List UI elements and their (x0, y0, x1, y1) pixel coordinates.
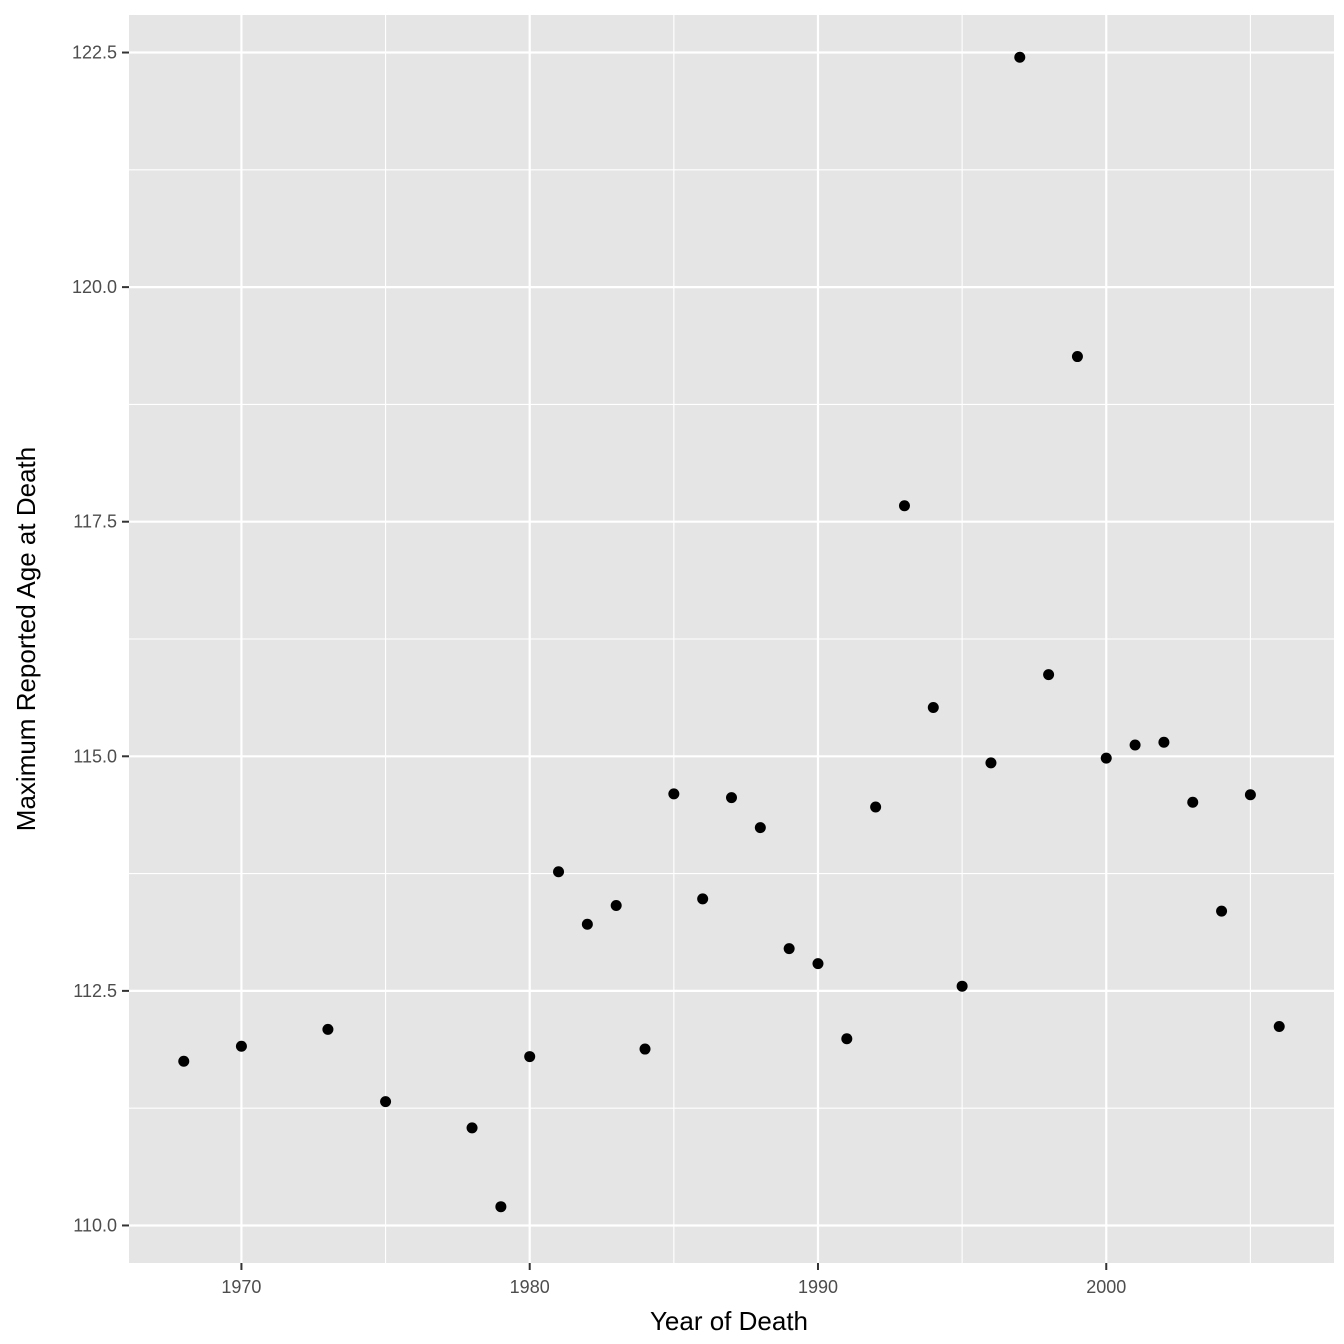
data-point (870, 801, 882, 813)
data-point (754, 822, 766, 834)
x-axis-title: Year of Death (650, 1306, 808, 1336)
data-point (898, 500, 910, 512)
data-point (726, 792, 737, 804)
data-point (1273, 1021, 1285, 1033)
data-point (610, 899, 622, 911)
data-point (553, 866, 565, 878)
y-axis: 110.0 112.5 115.0 117.5 120.0 122.5 (72, 43, 129, 1235)
data-point (524, 1051, 536, 1063)
data-point (235, 1040, 247, 1052)
y-tick-label: 117.5 (73, 512, 117, 532)
minor-gridlines (129, 15, 1334, 1263)
data-point (1158, 736, 1170, 748)
data-point (956, 980, 968, 992)
data-point (639, 1043, 651, 1055)
major-gridlines (129, 15, 1334, 1263)
data-point (466, 1122, 478, 1134)
data-point (927, 701, 939, 713)
data-point (1129, 739, 1141, 751)
x-tick-label: 1970 (221, 1277, 261, 1297)
data-point (1043, 669, 1055, 681)
data-point (1014, 51, 1026, 63)
data-point (812, 958, 824, 970)
data-point (1071, 351, 1083, 363)
data-point (1216, 905, 1228, 917)
data-point (841, 1033, 853, 1045)
data-point (985, 757, 997, 769)
data-point (1100, 752, 1112, 764)
data-point (380, 1096, 392, 1108)
data-point (783, 943, 795, 955)
data-point (1244, 789, 1256, 801)
x-tick-label: 1990 (798, 1277, 838, 1297)
data-point (322, 1023, 334, 1035)
x-axis: 1970 1980 1990 2000 (221, 1263, 1126, 1297)
data-points (178, 51, 1285, 1213)
x-tick-label: 2000 (1086, 1277, 1126, 1297)
y-tick-label: 115.0 (73, 746, 117, 766)
y-tick-label: 112.5 (73, 981, 117, 1001)
x-tick-label: 1980 (510, 1277, 550, 1297)
y-tick-label: 120.0 (72, 277, 117, 297)
data-point (178, 1055, 190, 1067)
y-tick-label: 122.5 (72, 43, 117, 63)
data-point (581, 918, 593, 930)
data-point (1187, 796, 1199, 808)
data-point (697, 893, 709, 905)
data-point (668, 788, 680, 800)
y-tick-label: 110.0 (73, 1215, 117, 1235)
data-point (495, 1201, 507, 1213)
y-axis-title: Maximum Reported Age at Death (11, 447, 41, 831)
